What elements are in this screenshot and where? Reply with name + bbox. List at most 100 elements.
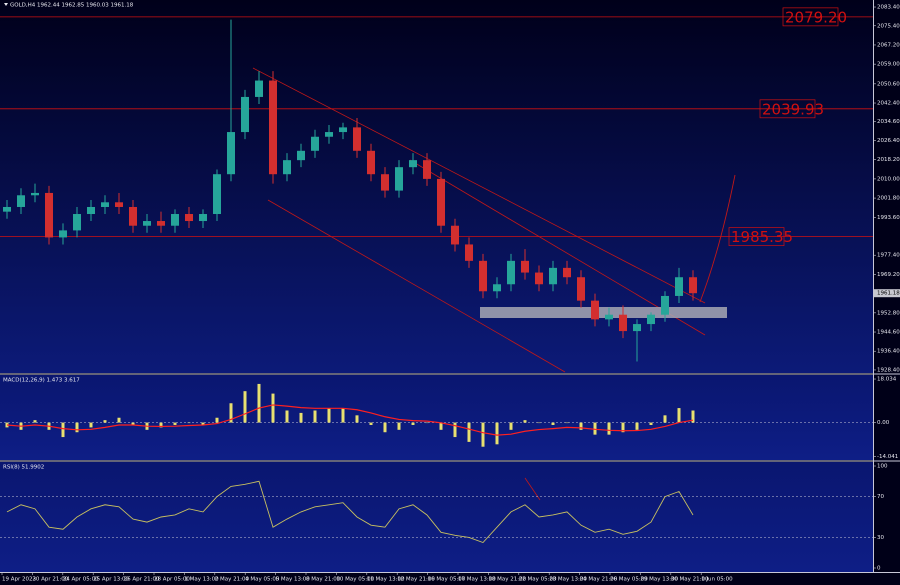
candle-body [45, 192, 53, 238]
macd-bar [159, 422, 163, 428]
macd-bar [607, 422, 611, 435]
macd-bar [75, 422, 79, 433]
candle-body [647, 314, 655, 325]
y-tick-label: 2075.40 [877, 23, 900, 29]
level-label-box [782, 7, 839, 27]
y-tick-label: 1952.80 [877, 310, 900, 316]
y-tick-label: 2018.20 [877, 157, 900, 163]
x-tick-label: 1 Jun 05:00 [701, 577, 733, 583]
candle-body [563, 267, 571, 278]
macd-bar [551, 422, 555, 425]
candle-body [241, 96, 249, 133]
last-price-box [874, 289, 900, 298]
candle-body [227, 132, 235, 175]
y-tick-label: 1993.60 [877, 215, 900, 221]
x-tick-label: 26 Apr 21:00 [124, 577, 160, 583]
candle-body [59, 230, 67, 238]
candle-body [549, 267, 557, 285]
menu-arrow [4, 3, 8, 6]
candle-body [367, 150, 375, 175]
candle-body [507, 260, 515, 285]
y-tick-label: -14.041 [877, 454, 898, 460]
macd-bar [341, 408, 345, 423]
rsi-title: RSI(8) 51.9902 [3, 465, 44, 471]
x-tick-label: 29 May 13:00 [640, 577, 678, 583]
y-tick-label: 2059.00 [877, 62, 900, 68]
macd-bar [383, 422, 387, 433]
channel-line [409, 159, 706, 336]
y-tick-label: 2042.40 [877, 101, 900, 107]
x-tick-label: 5 May 13:00 [276, 577, 311, 583]
y-tick-label: 0 [877, 566, 881, 572]
macd-bar [579, 422, 583, 430]
y-tick-label: 1936.40 [877, 349, 900, 355]
x-tick-label: 17 May 13:00 [458, 577, 496, 583]
candle-body [479, 260, 487, 292]
candle-body [129, 206, 137, 226]
x-tick-label: 11 May 13:00 [367, 577, 405, 583]
candle-body [213, 174, 221, 215]
x-tick-label: 18 May 21:00 [488, 577, 526, 583]
macd-bar [271, 393, 275, 423]
macd-bar [327, 408, 331, 423]
channel-line [267, 199, 566, 373]
y-tick-label: 2034.60 [877, 119, 900, 125]
candle-body [115, 202, 123, 207]
candle-body [325, 132, 333, 137]
y-tick-label: 2083.40 [877, 5, 900, 11]
candle-body [633, 324, 641, 332]
macd-bar [453, 422, 457, 438]
candle-body [381, 174, 389, 191]
y-tick-label: 2001.80 [877, 196, 900, 202]
macd-bar [243, 391, 247, 423]
macd-bar [495, 422, 499, 445]
macd-bar [439, 422, 443, 430]
candle-body [87, 206, 95, 215]
macd-bar [187, 422, 191, 424]
macd-bar [61, 422, 65, 438]
candle-body [3, 206, 11, 212]
candle-body [73, 214, 81, 231]
macd-bar [173, 422, 177, 425]
macd-bar [565, 422, 569, 424]
x-tick-label: 10 May 05:00 [336, 577, 374, 583]
macd-bar [635, 422, 639, 430]
candle-body [465, 244, 473, 261]
macd-bar [649, 422, 653, 425]
last-price-label: 1961.18 [877, 291, 900, 297]
candle-body [395, 167, 403, 191]
macd-bar [89, 422, 93, 428]
x-tick-label: 4 May 05:00 [245, 577, 280, 583]
y-tick-label: 1977.40 [877, 253, 900, 259]
macd-bar [313, 410, 317, 423]
channel-line [252, 67, 706, 304]
macd-bar [593, 422, 597, 435]
macd-bar [299, 412, 303, 423]
level-label-box [728, 227, 785, 246]
y-tick-label: 2010.00 [877, 176, 900, 182]
macd-bar [369, 422, 373, 425]
candle-body [535, 272, 543, 285]
candle-body [591, 300, 599, 320]
candle-body [339, 127, 347, 133]
y-tick-label: 1969.20 [877, 272, 900, 278]
macd-bar [5, 422, 9, 428]
x-tick-label: 24 Apr 05:00 [63, 577, 99, 583]
candle-body [171, 214, 179, 226]
x-tick-label: 16 May 05:00 [428, 577, 466, 583]
macd-bar [663, 415, 667, 423]
macd-bar [523, 420, 527, 423]
x-tick-label: 30 May 21:00 [671, 577, 709, 583]
candle-body [577, 277, 585, 301]
x-tick-label: 19 Apr 2023 [2, 577, 37, 583]
projection-arrow [699, 174, 736, 303]
x-tick-label: 23 May 13:00 [549, 577, 587, 583]
candle-body [451, 225, 459, 245]
level-label: 2079.20 [785, 8, 847, 26]
macd-bar [537, 422, 541, 424]
candle-body [283, 160, 291, 175]
y-tick-label: 2050.60 [877, 81, 900, 87]
chart-title: GOLD,H4 1962.44 1962.85 1960.03 1961.18 [10, 3, 134, 9]
x-tick-label: 28 Apr 05:00 [154, 577, 190, 583]
